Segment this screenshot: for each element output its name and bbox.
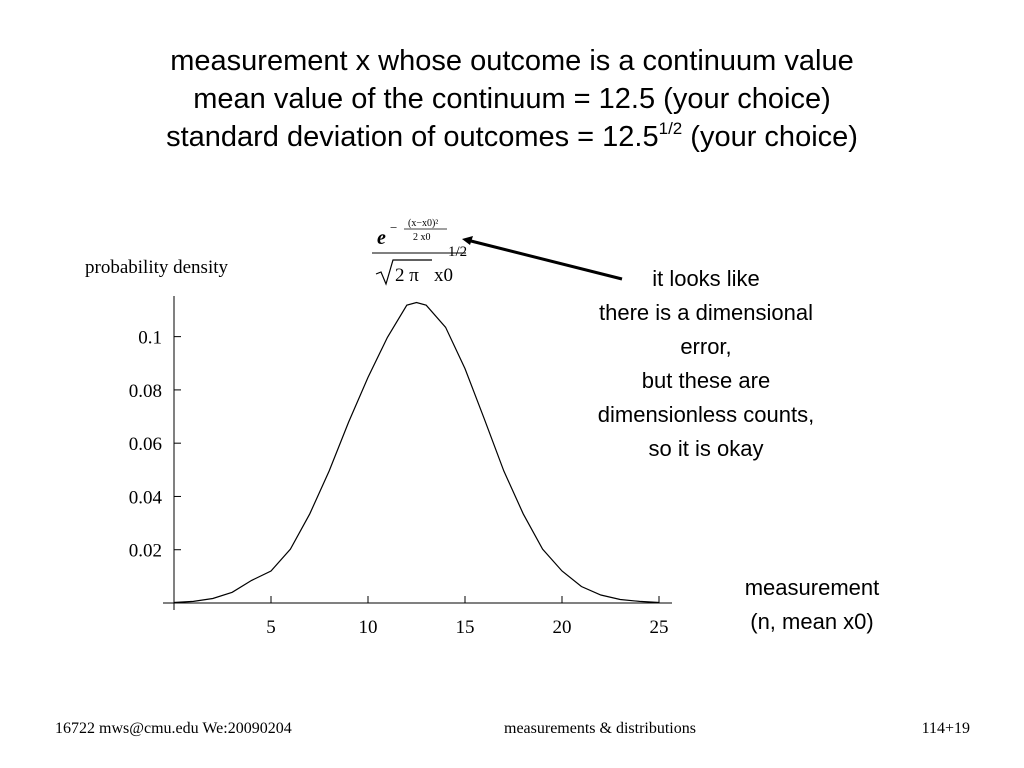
formula-power: 1/2 xyxy=(448,244,467,260)
annotation-line-3: error, xyxy=(680,334,732,359)
formula-exp-denominator: 2 x0 xyxy=(413,232,431,243)
footer-left: 16722 mws@cmu.edu We:20090204 xyxy=(55,720,292,737)
title-line-3-tail: (your choice) xyxy=(682,121,858,153)
measurement-line-2: (n, mean x0) xyxy=(750,609,874,634)
annotation-line-4: but these are xyxy=(641,368,771,393)
title-line-1: measurement x whose outcome is a continu… xyxy=(170,45,854,77)
annotation-line-1: it looks like xyxy=(652,266,760,291)
measurement-line-1: measurement xyxy=(744,575,880,600)
density-curve xyxy=(173,301,660,604)
formula-minus-sign: − xyxy=(390,220,397,235)
formula-exp-base: e xyxy=(377,227,386,249)
y-tick-label: 0.04 xyxy=(129,487,163,508)
y-axis-label: probability density xyxy=(85,257,229,278)
y-tick-label: 0.02 xyxy=(129,541,162,562)
measurement-label: measurement (n, mean x0) xyxy=(712,571,912,639)
x-tick-label: 25 xyxy=(650,617,669,638)
annotation-arrowhead xyxy=(462,236,473,245)
formula-root-tail: x0 xyxy=(434,265,453,286)
y-ticks: 0.02 0.04 0.06 0.08 0.1 xyxy=(129,328,181,562)
slide-title: measurement x whose outcome is a continu… xyxy=(0,42,1024,156)
formula-root-content: 2 π xyxy=(395,265,419,286)
footer-right: 114+19 xyxy=(921,720,970,737)
x-tick-label: 5 xyxy=(266,617,276,638)
annotation-text: it looks like there is a dimensional err… xyxy=(556,262,856,466)
x-tick-label: 15 xyxy=(456,617,475,638)
x-tick-label: 20 xyxy=(553,617,572,638)
formula-radical-sign xyxy=(375,259,432,286)
y-tick-label: 0.1 xyxy=(138,328,162,349)
footer-center: measurements & distributions xyxy=(504,720,696,737)
y-tick-label: 0.08 xyxy=(129,381,162,402)
y-tick-label: 0.06 xyxy=(129,434,162,455)
annotation-line-2: there is a dimensional xyxy=(598,300,813,325)
title-line-3: standard deviation of outcomes = 12.51/2… xyxy=(0,118,1024,156)
title-superscript: 1/2 xyxy=(658,119,683,138)
density-formula: e − (x−x0)² 2 x0 2 π x0 1/2 xyxy=(372,218,467,286)
annotation-arrow-line xyxy=(466,238,623,281)
annotation-line-6: so it is okay xyxy=(648,436,764,461)
title-line-2: mean value of the continuum = 12.5 (your… xyxy=(193,83,831,115)
title-line-3-text: standard deviation of outcomes = 12.5 xyxy=(166,121,659,153)
annotation-line-5: dimensionless counts, xyxy=(597,402,815,427)
formula-exp-numerator: (x−x0)² xyxy=(408,218,438,229)
x-ticks: 5 10 15 20 25 xyxy=(266,596,669,638)
x-tick-label: 10 xyxy=(359,617,378,638)
